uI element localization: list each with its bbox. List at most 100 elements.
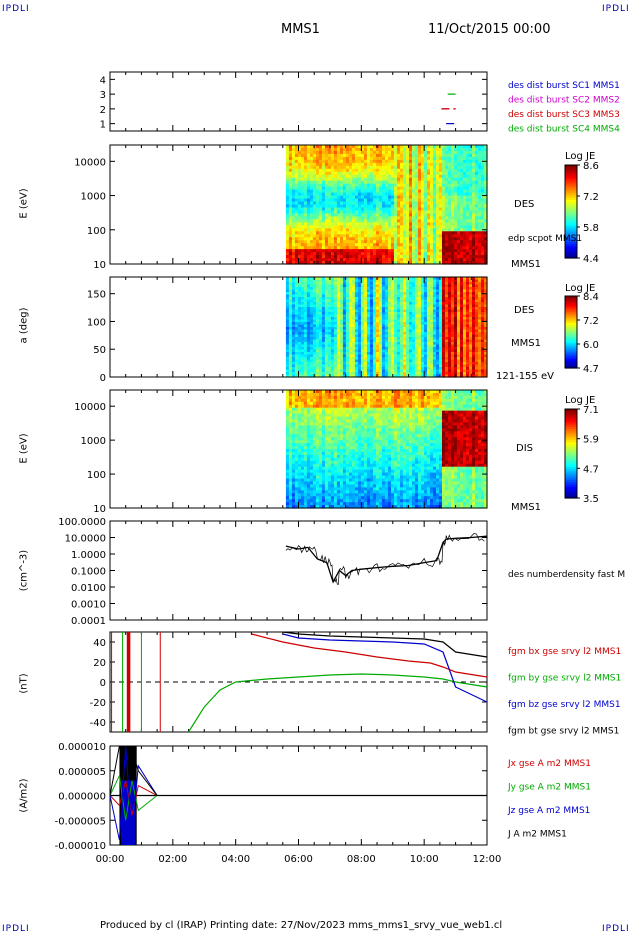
des_pa-cell [429, 317, 434, 321]
des_e-cell [363, 186, 368, 191]
des_e-cell [375, 171, 380, 176]
des_pa-cell [297, 367, 302, 371]
des_e-cell [408, 243, 413, 247]
des_pa-cell [306, 327, 311, 331]
des_pa-cell [285, 327, 290, 331]
des_pa-cell [384, 357, 389, 361]
des_e-cell [375, 216, 380, 220]
des_e-cell [480, 231, 485, 235]
des_pa-cell [336, 374, 341, 378]
des_pa-cell [354, 297, 359, 301]
des_pa-cell [378, 337, 383, 341]
des_pa-cell [429, 334, 434, 338]
des_pa-cell [297, 289, 302, 293]
des_pa-cell [348, 339, 353, 343]
des_pa-cell [342, 339, 347, 343]
des_e-cell [333, 219, 338, 223]
des_e-cell [441, 147, 446, 152]
des_pa-cell [441, 349, 446, 353]
des_e-cell [375, 213, 380, 217]
des_e-cell [288, 213, 293, 217]
des_e-cell [300, 145, 305, 149]
des_e-cell [306, 147, 311, 152]
des_pa-cell [306, 354, 311, 358]
des_e-cell [327, 216, 332, 220]
des_e-cell [333, 225, 338, 229]
des_pa-cell [360, 324, 365, 328]
des_pa-cell [411, 339, 416, 343]
des_e-cell [453, 198, 458, 203]
des_pa-cell [414, 309, 419, 313]
des_pa-cell [363, 329, 368, 333]
des_pa-cell [393, 317, 398, 321]
des_e-cell [312, 234, 317, 238]
des_e-cell [348, 258, 353, 262]
des_pa-cell [321, 317, 326, 321]
des_pa-cell [426, 339, 431, 343]
des_pa-cell [408, 309, 413, 313]
des_e-cell [381, 180, 386, 185]
des_e-cell [309, 183, 314, 188]
des_e-cell [384, 186, 389, 191]
des_e-cell [429, 243, 434, 247]
des_e-cell [444, 231, 449, 235]
des_pa-cell [417, 332, 422, 336]
des_pa-cell [339, 367, 344, 371]
des_e-cell [297, 174, 302, 179]
des_e-cell [477, 234, 482, 238]
des_e-cell [459, 162, 464, 167]
des_e-cell [420, 165, 425, 170]
des_e-cell [342, 252, 347, 256]
des_e-cell [378, 225, 383, 229]
des_e-cell [402, 174, 407, 179]
des_e-cell [336, 204, 341, 209]
des_pa-cell [348, 334, 353, 338]
des_pa-cell [420, 362, 425, 366]
des_e-cell [315, 246, 320, 250]
des_e-cell [459, 243, 464, 247]
des_e-cell [318, 222, 323, 226]
des_pa-cell [354, 334, 359, 338]
des_e-cell [330, 204, 335, 209]
des_pa-cell [312, 327, 317, 331]
des_e-cell [411, 186, 416, 191]
des_e-cell [324, 207, 329, 212]
des_e-cell [408, 147, 413, 152]
des_e-cell [483, 213, 488, 217]
des_e-cell [366, 177, 371, 182]
des_pa-cell [363, 317, 368, 321]
des_pa-cell [357, 294, 362, 298]
des_e-cell [414, 201, 419, 206]
des_e-cell [423, 222, 428, 226]
des_pa-cell [324, 372, 329, 376]
des_e-cell [306, 150, 311, 155]
des_e-cell [420, 261, 425, 265]
des_pa-cell [297, 339, 302, 343]
des_e-cell [417, 204, 422, 209]
des_pa-cell [444, 329, 449, 333]
des_e-cell [450, 186, 455, 191]
des_pa-cell [414, 374, 419, 378]
des_e-cell [288, 162, 293, 167]
des_pa-cell [366, 372, 371, 376]
des_e-cell [357, 159, 362, 164]
des_pa-cell [429, 367, 434, 371]
des_pa-cell [288, 337, 293, 341]
des_pa-cell [426, 284, 431, 288]
des_pa-cell [438, 289, 443, 293]
des_pa-cell [336, 319, 341, 323]
des_pa-cell [294, 284, 299, 288]
des_pa-cell [336, 339, 341, 343]
des_e-cell [435, 147, 440, 152]
des_e-cell [339, 159, 344, 164]
des_pa-cell [321, 284, 326, 288]
des_pa-cell [402, 362, 407, 366]
des_pa-cell [426, 347, 431, 351]
des_pa-cell [291, 284, 296, 288]
des_e-cell [462, 261, 467, 265]
des_pa-cell [435, 312, 440, 316]
des_e-cell [351, 153, 356, 158]
des_e-cell [291, 225, 296, 229]
des_e-cell [294, 168, 299, 173]
